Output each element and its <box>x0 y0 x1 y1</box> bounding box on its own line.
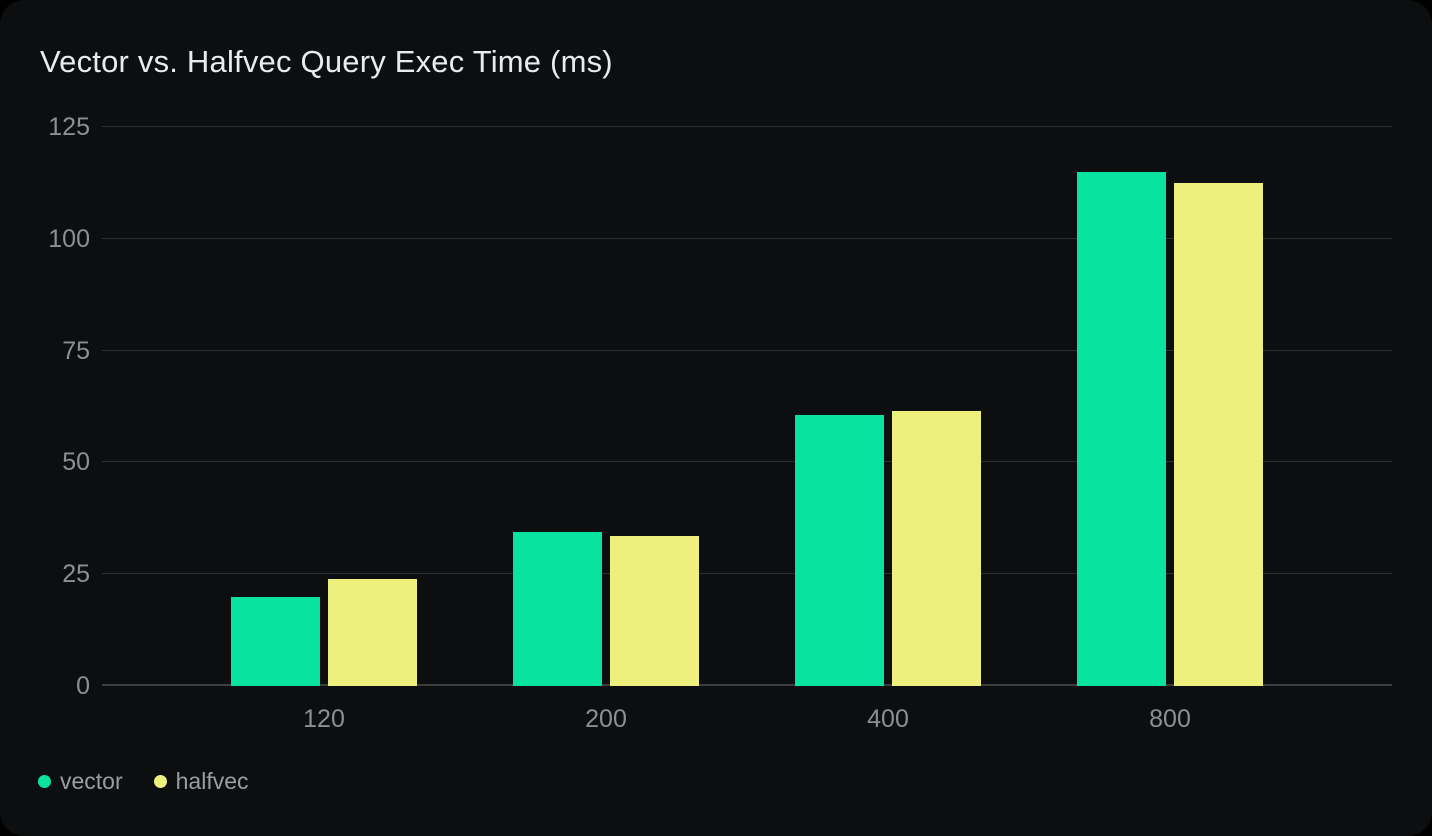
bar-vector-120[interactable] <box>231 596 320 686</box>
bar-vector-400[interactable] <box>795 415 884 686</box>
legend-dot-icon-vector <box>38 775 51 788</box>
legend-item-vector[interactable]: vector <box>38 768 123 795</box>
bar-vector-200[interactable] <box>513 531 602 686</box>
bar-halfvec-400[interactable] <box>892 410 981 686</box>
y-tick-label-75: 75 <box>62 336 90 365</box>
y-tick-label-125: 125 <box>48 113 90 141</box>
gridline-125 <box>102 126 1392 127</box>
gridline-25 <box>102 573 1392 575</box>
gridline-0 <box>102 684 1392 686</box>
y-tick-label-50: 50 <box>62 448 90 477</box>
bar-halfvec-120[interactable] <box>328 578 417 686</box>
x-tick-label-200: 200 <box>585 705 627 733</box>
gridline-75 <box>102 349 1392 351</box>
y-tick-label-25: 25 <box>62 560 90 589</box>
legend: vector halfvec <box>38 768 249 795</box>
chart-title: Vector vs. Halfvec Query Exec Time (ms) <box>40 44 613 79</box>
gridline-100 <box>102 237 1392 239</box>
bar-halfvec-800[interactable] <box>1174 182 1263 686</box>
legend-item-halfvec[interactable]: halfvec <box>153 768 249 795</box>
legend-dot-icon-halfvec <box>153 775 167 788</box>
x-tick-label-800: 800 <box>1149 705 1191 733</box>
y-tick-label-0: 0 <box>76 672 90 700</box>
x-tick-label-120: 120 <box>303 705 345 733</box>
gridline-50 <box>102 461 1392 463</box>
bar-halfvec-200[interactable] <box>610 536 699 686</box>
y-tick-label-100: 100 <box>48 224 90 253</box>
plot-area <box>102 126 1392 686</box>
legend-label-halfvec: halfvec <box>175 768 249 794</box>
legend-label-vector: vector <box>60 768 123 794</box>
bar-vector-800[interactable] <box>1077 171 1166 686</box>
x-tick-label-400: 400 <box>867 705 909 733</box>
